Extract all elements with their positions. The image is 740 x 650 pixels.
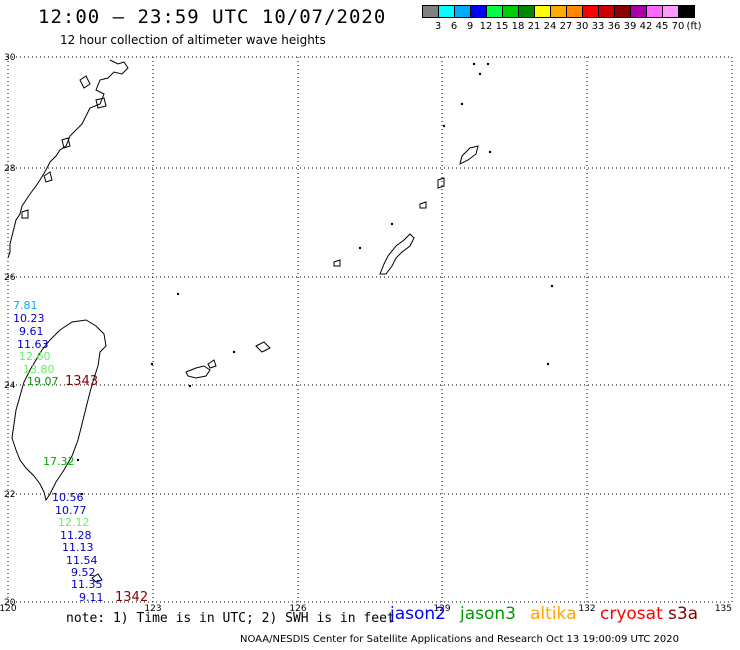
color-scale-label: 42 [639, 21, 653, 32]
wave-height-color-scale [422, 5, 695, 18]
footer-note: note: 1) Time is in UTC; 2) SWH is in fe… [66, 611, 395, 626]
coastlines [7, 59, 479, 583]
small-islands [76, 62, 554, 496]
wave-height-label: 9.11 [79, 591, 104, 604]
wave-height-label: 11.35 [71, 578, 103, 591]
longitude-labels: 120 123 126 129 132 135 [0, 604, 732, 614]
wave-height-label: 11.63 [17, 338, 49, 351]
color-swatch [678, 5, 695, 18]
wave-height-label: 9.61 [19, 325, 44, 338]
latitude-labels: 30 28 26 24 22 20 [4, 53, 16, 608]
satellite-legend-cryosat: cryosat [600, 604, 663, 624]
wave-height-label: 12.60 [19, 350, 51, 363]
latitude-label: 28 [4, 164, 16, 174]
satellite-legend-jason2: jason2 [390, 604, 446, 624]
color-scale-label: 39 [623, 21, 637, 32]
satellite-legend-jason3: jason3 [460, 604, 516, 624]
wave-height-label: 12.12 [58, 516, 90, 529]
taiwan-island [11, 319, 107, 502]
color-scale-label: 18 [511, 21, 525, 32]
okinawa-island [379, 233, 415, 275]
color-scale-labels: 3 6 9 12 15 18 21 24 27 30 33 36 39 42 45 70 (ft) [422, 21, 740, 35]
latitude-label: 30 [4, 53, 16, 63]
wave-height-label: 1343 [65, 374, 98, 389]
wave-height-label: 17.32 [43, 455, 75, 468]
color-scale-label: (ft) [686, 21, 702, 32]
graticule [7, 56, 733, 603]
wave-height-label: 11.54 [66, 554, 98, 567]
wave-height-label: 19.07 [27, 375, 59, 388]
wave-height-label: 10.23 [13, 312, 45, 325]
longitude-label: 135 [715, 604, 732, 614]
color-scale-label: 27 [559, 21, 573, 32]
color-scale-label: 70 [671, 21, 685, 32]
color-scale-label: 33 [591, 21, 605, 32]
china-coastline [7, 59, 129, 259]
wave-height-label: 10.56 [52, 491, 84, 504]
color-scale-label: 9 [466, 21, 474, 32]
color-scale-label: 12 [479, 21, 493, 32]
map-title: 12:00 – 23:59 UTC 10/07/2020 [38, 6, 387, 28]
longitude-label: 132 [578, 604, 595, 614]
satellite-legend-altika: altika [530, 604, 577, 624]
color-scale-label: 21 [527, 21, 541, 32]
wave-height-label: 1342 [115, 590, 148, 605]
color-scale-label: 3 [434, 21, 442, 32]
wave-height-label: 10.77 [55, 504, 87, 517]
longitude-label: 120 [0, 604, 17, 614]
map-subtitle: 12 hour collection of altimeter wave hei… [60, 33, 326, 47]
color-scale-label: 15 [495, 21, 509, 32]
latitude-label: 20 [4, 598, 16, 608]
latitude-label: 24 [4, 381, 16, 391]
wave-height-label: 11.13 [62, 541, 94, 554]
color-scale-label: 6 [450, 21, 458, 32]
satellite-legend-s3a: s3a [668, 604, 699, 624]
longitude-label: 129 [433, 604, 450, 614]
color-scale-label: 45 [655, 21, 669, 32]
wave-height-label: 11.28 [60, 529, 92, 542]
wave-height-label: 9.52 [71, 566, 96, 579]
footer-credit: NOAA/NESDIS Center for Satellite Applica… [240, 634, 679, 645]
color-scale-label: 36 [607, 21, 621, 32]
longitude-label: 126 [289, 604, 306, 614]
longitude-label: 123 [144, 604, 161, 614]
wave-height-label: 13.80 [23, 363, 55, 376]
latitude-label: 26 [4, 273, 16, 283]
latitude-label: 22 [4, 490, 15, 500]
wave-height-label: 7.81 [13, 299, 38, 312]
color-scale-label: 24 [543, 21, 557, 32]
color-scale-label: 30 [575, 21, 589, 32]
